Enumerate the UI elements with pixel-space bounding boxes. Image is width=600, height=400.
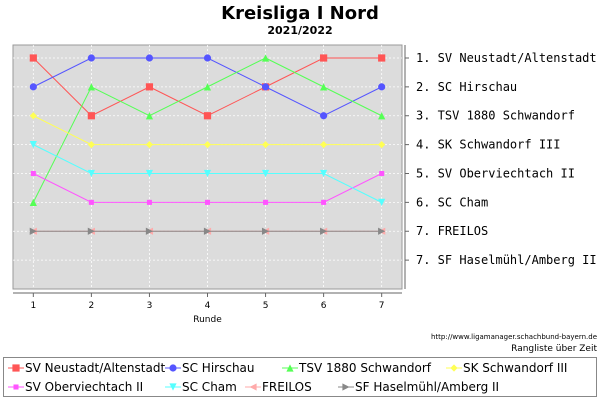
legend-swatch [446, 364, 462, 372]
x-tick-label: 4 [205, 301, 211, 311]
legend-label: SC Cham [182, 380, 237, 394]
legend-swatch [8, 384, 24, 390]
legend-swatch [282, 364, 298, 372]
legend-swatch-marker [12, 364, 20, 372]
data-point [261, 169, 270, 178]
data-point [145, 54, 154, 62]
data-point [87, 83, 95, 91]
right-tick-label: 1. SV Neustadt/Altenstadt [416, 51, 597, 65]
legend-swatch [8, 364, 24, 372]
legend-label: SV Oberviechtach II [25, 380, 144, 394]
data-point [261, 141, 270, 149]
data-point [320, 83, 328, 91]
legend-label: SV Neustadt/Altenstadt [25, 361, 166, 375]
right-tick-label: 2. SC Hirschau [416, 80, 517, 94]
data-point [87, 54, 95, 62]
data-point [145, 83, 154, 91]
legend-label: SC Hirschau [182, 361, 255, 375]
data-point [378, 83, 386, 91]
legend-swatch-marker [249, 383, 257, 391]
legend-swatch [165, 383, 181, 391]
data-point [203, 227, 212, 235]
data-point [29, 54, 37, 62]
data-point [320, 141, 328, 149]
right-tick-label: 3. TSV 1880 Schwandorf [416, 109, 575, 123]
data-point [261, 227, 270, 235]
data-point [320, 112, 328, 120]
data-point [145, 227, 154, 235]
right-tick-label: 5. SV Oberviechtach II [416, 166, 575, 180]
data-point [87, 112, 95, 120]
legend-label: FREILOS [262, 380, 312, 394]
data-point [203, 169, 212, 178]
legend-swatch-marker [342, 383, 350, 391]
data-point [145, 141, 154, 149]
chart-subtitle: 2021/2022 [267, 24, 333, 37]
legend-label: SK Schwandorf III [463, 361, 568, 375]
source-url: http://www.ligamanager.schachbund-bayern… [430, 333, 597, 341]
x-tick-label: 5 [263, 301, 269, 311]
data-point [321, 199, 327, 205]
data-point [263, 199, 269, 205]
ranking-chart: 1 2 3 4 5 6 7 Runde 1. SV Neustadt/Altenstadt 2. … [12, 44, 597, 325]
data-point [378, 198, 386, 206]
data-point [87, 169, 95, 178]
data-point [29, 112, 37, 120]
right-tick-label: 7. FREILOS [416, 224, 488, 238]
legend-swatch-marker [13, 384, 19, 390]
chart-caption: Rangliste über Zeit [511, 344, 597, 354]
data-point [29, 83, 37, 91]
legend-swatch-marker [286, 364, 294, 372]
chart-title: Kreisliga I Nord [221, 3, 379, 24]
data-point [145, 169, 154, 178]
data-point [203, 83, 212, 91]
legend-swatch [165, 364, 181, 372]
data-point [30, 170, 36, 177]
data-point [88, 199, 94, 205]
x-tick-label: 7 [379, 301, 385, 311]
data-point [320, 169, 328, 178]
data-point [378, 54, 386, 62]
data-point [29, 141, 37, 149]
data-point [378, 141, 386, 149]
data-point [146, 199, 152, 205]
data-point [378, 112, 386, 120]
data-point [379, 170, 385, 177]
x-tick-label: 3 [147, 301, 153, 311]
right-tick-label: 4. SK Schwandorf III [416, 138, 561, 152]
data-point [204, 199, 211, 205]
right-tick-label: 7. SF Haselmühl/Amberg II [416, 253, 597, 267]
legend-label: TSV 1880 Schwandorf [299, 361, 432, 375]
data-point [87, 141, 95, 149]
data-point [29, 227, 37, 235]
data-point [261, 54, 270, 62]
data-point [203, 112, 212, 120]
data-point [145, 112, 154, 120]
right-tick-label: 6. SC Cham [416, 195, 488, 209]
data-point [87, 227, 95, 235]
legend-swatch [338, 383, 354, 391]
x-axis-label: Runde [193, 315, 222, 325]
x-tick-label: 1 [30, 301, 36, 311]
data-point [378, 227, 386, 235]
data-point [320, 54, 328, 62]
data-point [29, 198, 37, 206]
data-point [203, 54, 212, 62]
legend-swatch-marker [450, 364, 458, 372]
legend-swatch-marker [169, 383, 177, 391]
chart-legend: SV Neustadt/Altenstadt SC Hirschau TSV 188… [3, 357, 597, 397]
data-point [203, 141, 212, 149]
legend-label: SF Haselmühl/Amberg II [355, 380, 500, 394]
x-tick-label: 2 [89, 301, 95, 311]
x-tick-label: 6 [321, 301, 327, 311]
data-point [320, 227, 328, 235]
data-point [261, 83, 270, 91]
legend-swatch [245, 383, 261, 391]
legend-swatch-marker [169, 364, 177, 372]
